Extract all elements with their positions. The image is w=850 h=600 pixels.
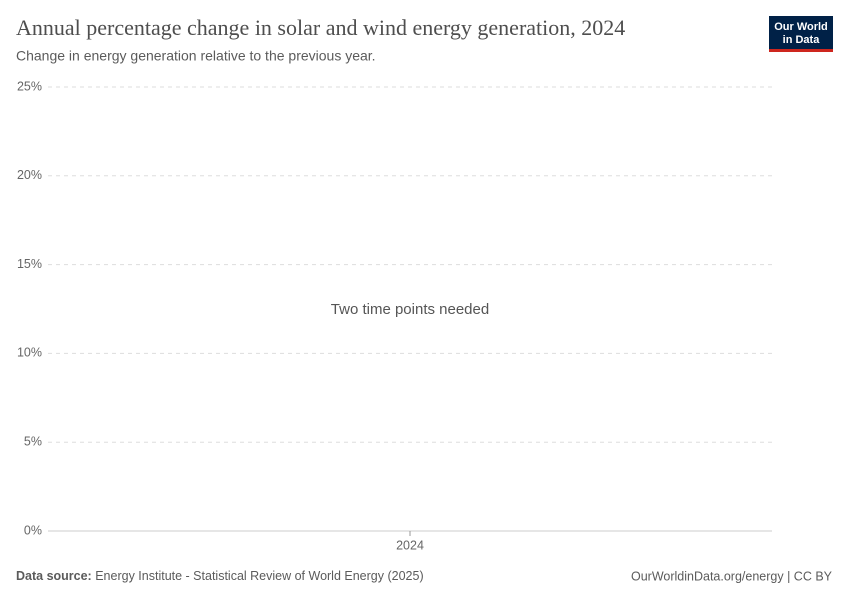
chart-subtitle: Change in energy generation relative to … [16, 48, 376, 64]
logo-text: in Data [783, 34, 821, 46]
source: Data source: Energy Institute - Statisti… [16, 569, 424, 583]
annotation: Two time points needed [331, 301, 489, 318]
y-tick-label: 15% [17, 257, 42, 271]
y-tick-label: 0% [24, 523, 42, 537]
x-tick-label: 2024 [396, 538, 424, 552]
y-tick-label: 5% [24, 434, 42, 448]
logo-stripe [769, 49, 833, 52]
y-tick-label: 10% [17, 346, 42, 360]
source-text: Energy Institute - Statistical Review of… [95, 569, 423, 583]
y-tick-label: 20% [17, 168, 42, 182]
chart-title: Annual percentage change in solar and wi… [16, 15, 625, 40]
y-tick-label: 25% [17, 79, 42, 93]
logo-box [769, 16, 833, 52]
footer-link: OurWorldinData.org/energy | CC BY [631, 569, 833, 583]
logo-text: Our World [774, 21, 828, 33]
source-label: Data source: [16, 569, 92, 583]
